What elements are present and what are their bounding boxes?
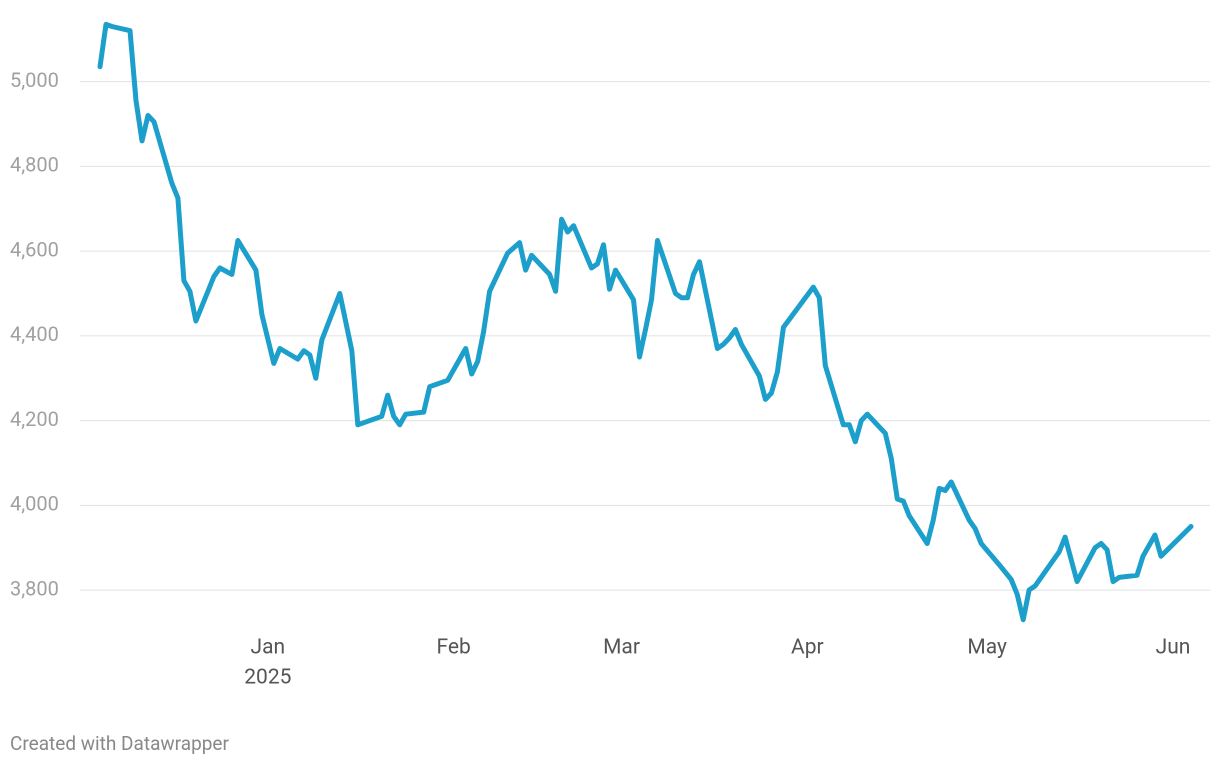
y-tick-label: 4,000 <box>10 492 59 516</box>
line <box>97 21 1194 623</box>
x-tick-sublabel: 2025 <box>244 666 291 690</box>
y-tick-label: 5,000 <box>10 68 59 92</box>
y-tick-label: 3,800 <box>10 576 59 600</box>
x-tick-label: Apr <box>791 636 824 660</box>
x-tick-label: Jan <box>251 636 286 660</box>
y-tick-label: 4,600 <box>10 237 59 261</box>
x-tick-label: Jun <box>1156 636 1191 660</box>
x-tick-label: Feb <box>437 636 471 660</box>
x-tick-label: Mar <box>603 636 640 660</box>
x-tick-label: May <box>967 636 1007 660</box>
y-tick-label: 4,800 <box>10 153 59 177</box>
y-tick-label: 4,400 <box>10 322 59 346</box>
footer: Created with Datawrapper <box>10 732 229 755</box>
y-tick-label: 4,200 <box>10 407 59 431</box>
